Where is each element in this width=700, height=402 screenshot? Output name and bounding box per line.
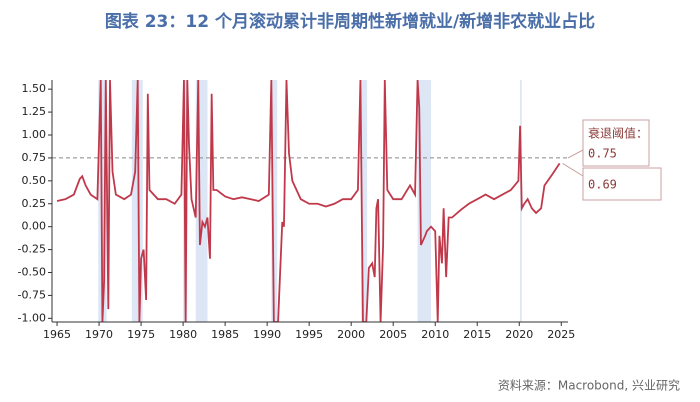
y-tick-label: 1.25 (22, 105, 47, 118)
y-tick-label: 1.00 (22, 128, 47, 141)
source: 资料来源：Macrobond, 兴业研究 (498, 378, 680, 393)
x-tick-label: 1985 (211, 328, 239, 341)
x-tick-label: 2020 (505, 328, 533, 341)
annotation-leader (567, 149, 584, 159)
annotation-box (582, 167, 662, 201)
threshold-label: 衰退阈值： (588, 126, 648, 141)
x-tick-label: 2025 (547, 328, 575, 341)
recession-band (417, 80, 432, 322)
y-tick-label: -0.25 (18, 243, 46, 256)
y-tick-label: -0.75 (18, 288, 46, 301)
x-tick-label: 1990 (253, 328, 281, 341)
y-tick-label: 0.75 (22, 151, 47, 164)
x-tick-label: 2015 (463, 328, 491, 341)
y-tick-label: 1.50 (22, 82, 47, 95)
y-tick-label: -0.50 (18, 266, 46, 279)
x-tick-label: 1965 (43, 328, 71, 341)
x-tick-label: 1980 (169, 328, 197, 341)
y-tick-label: 0.25 (22, 197, 47, 210)
x-tick-label: 1970 (85, 328, 113, 341)
annotation-box (582, 119, 650, 167)
annotation-leader (562, 162, 584, 177)
x-tick-label: 2010 (421, 328, 449, 341)
recession-band (361, 80, 368, 322)
y-tick-label: 0.00 (22, 220, 47, 233)
y-tick-label: -1.00 (18, 311, 46, 324)
latest-value: 0.69 (588, 178, 617, 192)
recession-band (195, 80, 208, 322)
x-tick-label: 2005 (379, 328, 407, 341)
x-tick-label: 1995 (295, 328, 323, 341)
x-tick-label: 1975 (127, 328, 155, 341)
x-tick-label: 2000 (337, 328, 365, 341)
recession-band (271, 80, 278, 322)
y-tick-label: 0.50 (22, 174, 47, 187)
recession-band (131, 80, 143, 322)
data-line (56, 80, 561, 322)
threshold-value: 0.75 (588, 147, 617, 161)
chart-title: 图表 23：12 个月滚动累计非周期性新增就业/新增非农就业占比 (105, 11, 595, 32)
